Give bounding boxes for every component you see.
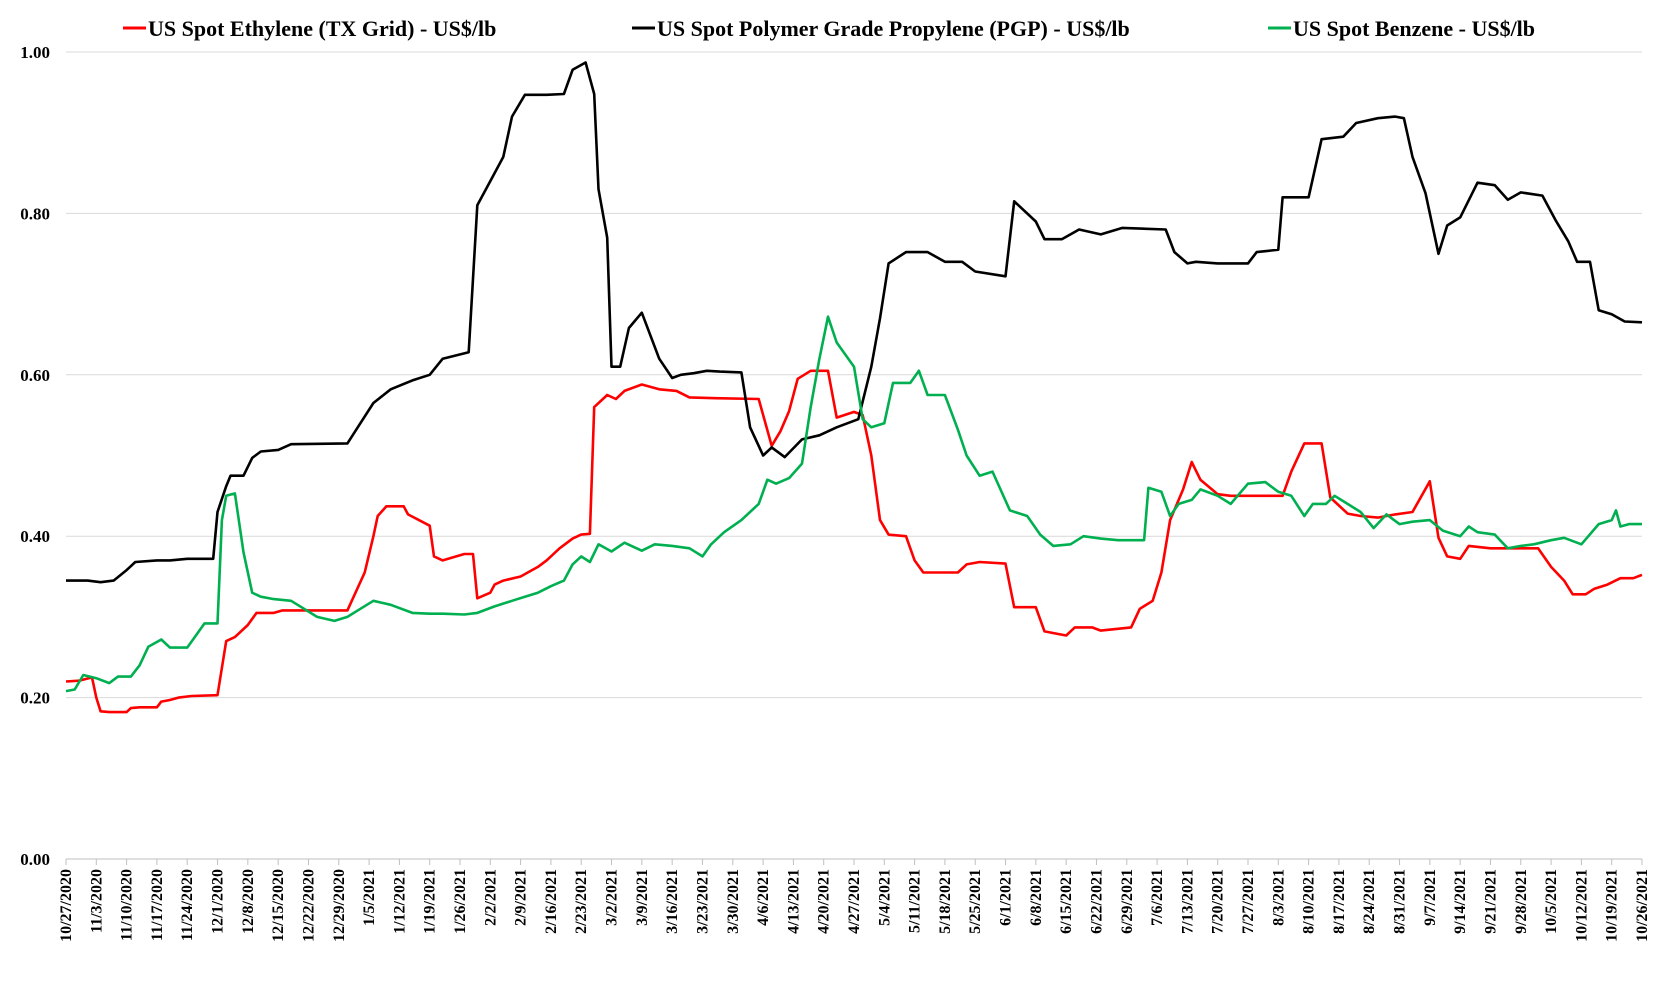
x-tick-label: 1/19/2021 xyxy=(422,869,439,934)
x-tick-label: 1/12/2021 xyxy=(391,869,408,934)
x-tick-label: 6/8/2021 xyxy=(1028,869,1045,926)
legend: US Spot Ethylene (TX Grid) - US$/lb US S… xyxy=(123,16,1535,41)
y-tick-label: 0.80 xyxy=(20,204,50,223)
x-tick-label: 8/10/2021 xyxy=(1301,869,1318,934)
x-tick-label: 4/6/2021 xyxy=(755,869,772,926)
x-axis: 10/27/2020 11/3/2020 11/10/2020 11/17/2020 1… xyxy=(58,858,1651,942)
x-tick-label: 7/27/2021 xyxy=(1240,869,1257,934)
x-tick-label: 6/1/2021 xyxy=(998,869,1015,926)
x-tick-label: 1/5/2021 xyxy=(361,869,378,926)
x-tick-label: 10/26/2021 xyxy=(1634,869,1651,942)
y-tick-label: 1.00 xyxy=(20,43,50,62)
x-tick-label: 11/24/2020 xyxy=(179,869,196,941)
x-tick-label: 12/29/2020 xyxy=(331,869,348,942)
x-tick-label: 2/23/2021 xyxy=(573,869,590,934)
x-tick-label: 10/27/2020 xyxy=(58,869,75,942)
x-tick-label: 3/23/2021 xyxy=(694,869,711,934)
x-tick-label: 8/3/2021 xyxy=(1270,869,1287,926)
x-tick-label: 6/15/2021 xyxy=(1058,869,1075,934)
y-tick-label: 0.40 xyxy=(20,527,50,546)
x-tick-label: 3/2/2021 xyxy=(604,869,621,926)
x-tick-label: 8/24/2021 xyxy=(1361,869,1378,934)
x-tick-label: 8/31/2021 xyxy=(1392,869,1409,934)
x-tick-label: 6/22/2021 xyxy=(1088,869,1105,934)
x-tick-label: 5/11/2021 xyxy=(907,869,924,933)
x-tick-label: 9/14/2021 xyxy=(1452,869,1469,934)
x-tick-label: 5/18/2021 xyxy=(937,869,954,934)
x-tick-label: 2/9/2021 xyxy=(513,869,530,926)
x-tick-label: 9/21/2021 xyxy=(1482,869,1499,934)
legend-item-propylene: US Spot Polymer Grade Propylene (PGP) - … xyxy=(632,16,1130,41)
gridlines xyxy=(66,51,1642,699)
propylene-series-line xyxy=(66,61,1643,584)
ethylene-series-line xyxy=(65,369,1643,714)
x-tick-label: 10/5/2021 xyxy=(1543,869,1560,934)
y-axis-ticks: 0.00 0.20 0.40 0.60 0.80 1.00 xyxy=(20,43,50,869)
legend-item-benzene: US Spot Benzene - US$/lb xyxy=(1268,16,1535,41)
x-tick-label: 9/7/2021 xyxy=(1422,869,1439,926)
x-tick-label: 11/3/2020 xyxy=(88,869,105,933)
x-tick-label: 10/12/2021 xyxy=(1573,869,1590,942)
x-tick-label: 3/30/2021 xyxy=(725,869,742,934)
x-tick-label: 2/16/2021 xyxy=(543,869,560,934)
x-tick-label: 4/13/2021 xyxy=(785,869,802,934)
x-tick-label: 9/28/2021 xyxy=(1513,869,1530,934)
y-tick-label: 0.20 xyxy=(20,689,50,708)
x-tick-label: 4/20/2021 xyxy=(816,869,833,934)
legend-label-ethylene: US Spot Ethylene (TX Grid) - US$/lb xyxy=(148,16,496,41)
legend-item-ethylene: US Spot Ethylene (TX Grid) - US$/lb xyxy=(123,16,496,41)
x-tick-label: 11/10/2020 xyxy=(119,869,136,941)
x-tick-label: 11/17/2020 xyxy=(149,869,166,941)
legend-label-benzene: US Spot Benzene - US$/lb xyxy=(1293,16,1535,41)
x-tick-label: 7/6/2021 xyxy=(1149,869,1166,926)
x-tick-label: 12/1/2020 xyxy=(210,869,227,934)
x-tick-label: 6/29/2021 xyxy=(1119,869,1136,934)
x-tick-label: 2/2/2021 xyxy=(482,869,499,926)
x-tick-label: 8/17/2021 xyxy=(1331,869,1348,934)
y-tick-label: 0.00 xyxy=(20,850,50,869)
x-tick-label: 3/9/2021 xyxy=(634,869,651,926)
x-tick-label: 12/8/2020 xyxy=(240,869,257,934)
x-tick-label: 7/20/2021 xyxy=(1210,869,1227,934)
x-tick-label: 3/16/2021 xyxy=(664,869,681,934)
x-tick-label: 5/25/2021 xyxy=(967,869,984,934)
x-tick-label: 5/4/2021 xyxy=(876,869,893,926)
legend-label-propylene: US Spot Polymer Grade Propylene (PGP) - … xyxy=(657,16,1130,41)
x-tick-label: 4/27/2021 xyxy=(846,869,863,934)
x-tick-label: 10/19/2021 xyxy=(1604,869,1621,942)
x-tick-label: 12/22/2020 xyxy=(300,869,317,942)
series-lines xyxy=(65,61,1643,714)
x-tick-label: 12/15/2020 xyxy=(270,869,287,942)
x-tick-label: 1/26/2021 xyxy=(452,869,469,934)
y-tick-label: 0.60 xyxy=(20,366,50,385)
benzene-series-line xyxy=(65,315,1642,693)
x-tick-label: 7/13/2021 xyxy=(1179,869,1196,934)
